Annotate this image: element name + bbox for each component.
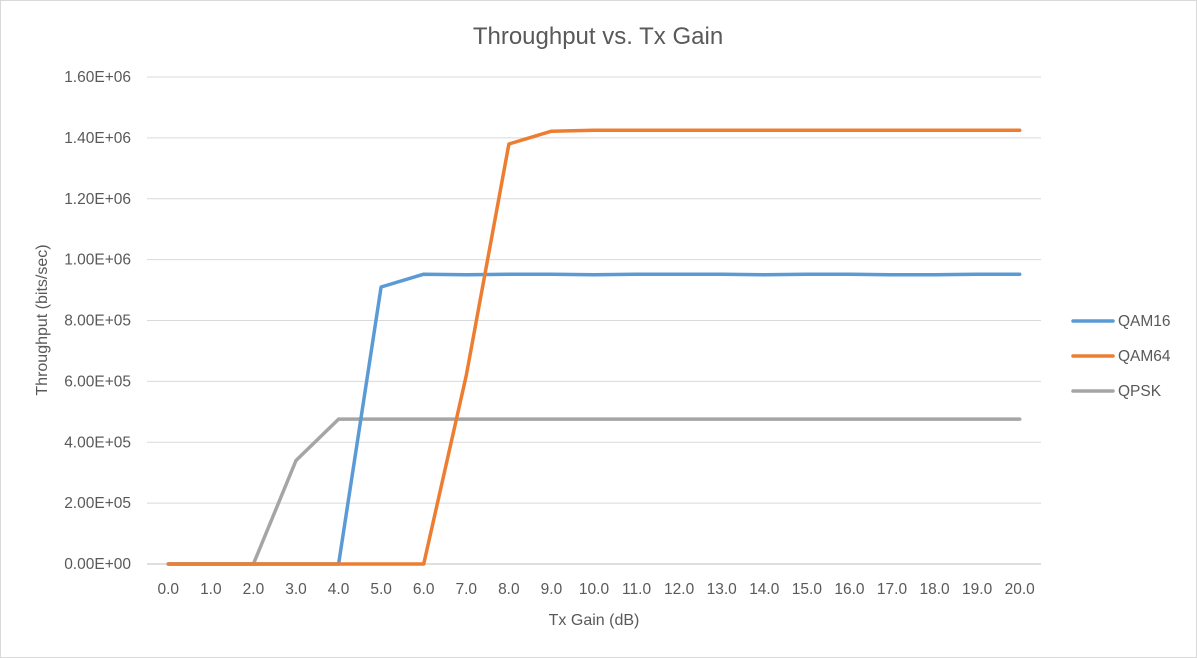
series-line-qam64 bbox=[166, 128, 1022, 566]
x-tick-label: 17.0 bbox=[877, 581, 908, 598]
x-tick-label: 7.0 bbox=[456, 581, 478, 598]
y-tick-label: 0.00E+00 bbox=[64, 556, 131, 573]
x-tick-label: 0.0 bbox=[158, 581, 180, 598]
x-axis-ticks: 0.0 1.0 2.0 3.0 4.0 5.0 6.0 7.0 8.0 9.0 10.0 11.0 12… bbox=[158, 581, 1036, 598]
y-tick-label: 1.60E+06 bbox=[64, 69, 131, 86]
legend: QAM16 QAM64 QPSK bbox=[1071, 313, 1171, 400]
chart-title: Throughput vs. Tx Gain bbox=[473, 23, 723, 50]
x-tick-label: 13.0 bbox=[707, 581, 738, 598]
x-tick-label: 12.0 bbox=[664, 581, 695, 598]
x-tick-label: 2.0 bbox=[243, 581, 265, 598]
x-tick-label: 9.0 bbox=[541, 581, 563, 598]
series-lines bbox=[166, 128, 1022, 566]
y-tick-label: 1.20E+06 bbox=[64, 191, 131, 208]
legend-label-qam16: QAM16 bbox=[1118, 313, 1171, 330]
x-tick-label: 11.0 bbox=[622, 581, 651, 598]
x-tick-label: 20.0 bbox=[1005, 581, 1036, 598]
y-tick-label: 1.00E+06 bbox=[64, 252, 131, 269]
x-tick-label: 6.0 bbox=[413, 581, 435, 598]
x-tick-label: 5.0 bbox=[370, 581, 392, 598]
x-tick-label: 4.0 bbox=[328, 581, 350, 598]
y-tick-label: 8.00E+05 bbox=[64, 313, 131, 330]
x-tick-label: 15.0 bbox=[792, 581, 823, 598]
gridlines bbox=[147, 76, 1041, 565]
legend-label-qam64: QAM64 bbox=[1118, 348, 1171, 365]
legend-label-qpsk: QPSK bbox=[1118, 383, 1162, 400]
x-tick-label: 19.0 bbox=[962, 581, 993, 598]
x-tick-label: 8.0 bbox=[498, 581, 520, 598]
y-tick-label: 2.00E+05 bbox=[64, 495, 131, 512]
x-tick-label: 14.0 bbox=[749, 581, 780, 598]
x-axis-label: Tx Gain (dB) bbox=[549, 612, 640, 629]
y-axis-ticks: 0.00E+00 2.00E+05 4.00E+05 6.00E+05 8.00E+05… bbox=[64, 69, 131, 573]
series-line-qpsk bbox=[166, 417, 1022, 566]
y-tick-label: 4.00E+05 bbox=[64, 434, 131, 451]
y-tick-label: 1.40E+06 bbox=[64, 130, 131, 147]
x-tick-label: 16.0 bbox=[834, 581, 865, 598]
x-tick-label: 1.0 bbox=[200, 581, 222, 598]
x-tick-label: 10.0 bbox=[579, 581, 610, 598]
y-axis-label: Throughput (bits/sec) bbox=[34, 244, 51, 395]
y-tick-label: 6.00E+05 bbox=[64, 373, 131, 390]
x-tick-label: 18.0 bbox=[919, 581, 950, 598]
x-tick-label: 3.0 bbox=[285, 581, 307, 598]
